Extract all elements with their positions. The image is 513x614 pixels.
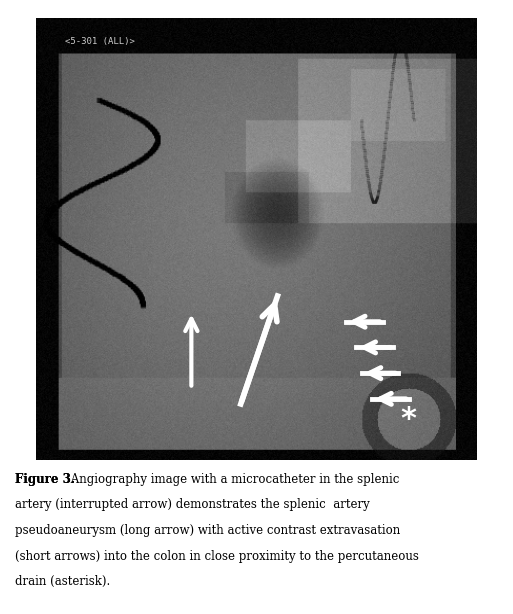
Text: *: * <box>401 405 417 434</box>
Text: artery (interrupted arrow) demonstrates the splenic  artery: artery (interrupted arrow) demonstrates … <box>15 499 370 511</box>
Text: Angiography image with a microcatheter in the splenic: Angiography image with a microcatheter i… <box>67 473 399 486</box>
Text: <5-301 (ALL)>: <5-301 (ALL)> <box>65 37 135 46</box>
Text: drain (asterisk).: drain (asterisk). <box>15 575 111 588</box>
Text: pseudoaneurysm (long arrow) with active contrast extravasation: pseudoaneurysm (long arrow) with active … <box>15 524 401 537</box>
Text: Figure 3. Angiography image with a microcatheter in the splenic artery (interrup: Figure 3. Angiography image with a micro… <box>15 473 509 530</box>
Text: Figure 3.: Figure 3. <box>15 473 75 486</box>
Text: Figure 3.: Figure 3. <box>15 473 75 486</box>
Text: (short arrows) into the colon in close proximity to the percutaneous: (short arrows) into the colon in close p… <box>15 550 419 563</box>
